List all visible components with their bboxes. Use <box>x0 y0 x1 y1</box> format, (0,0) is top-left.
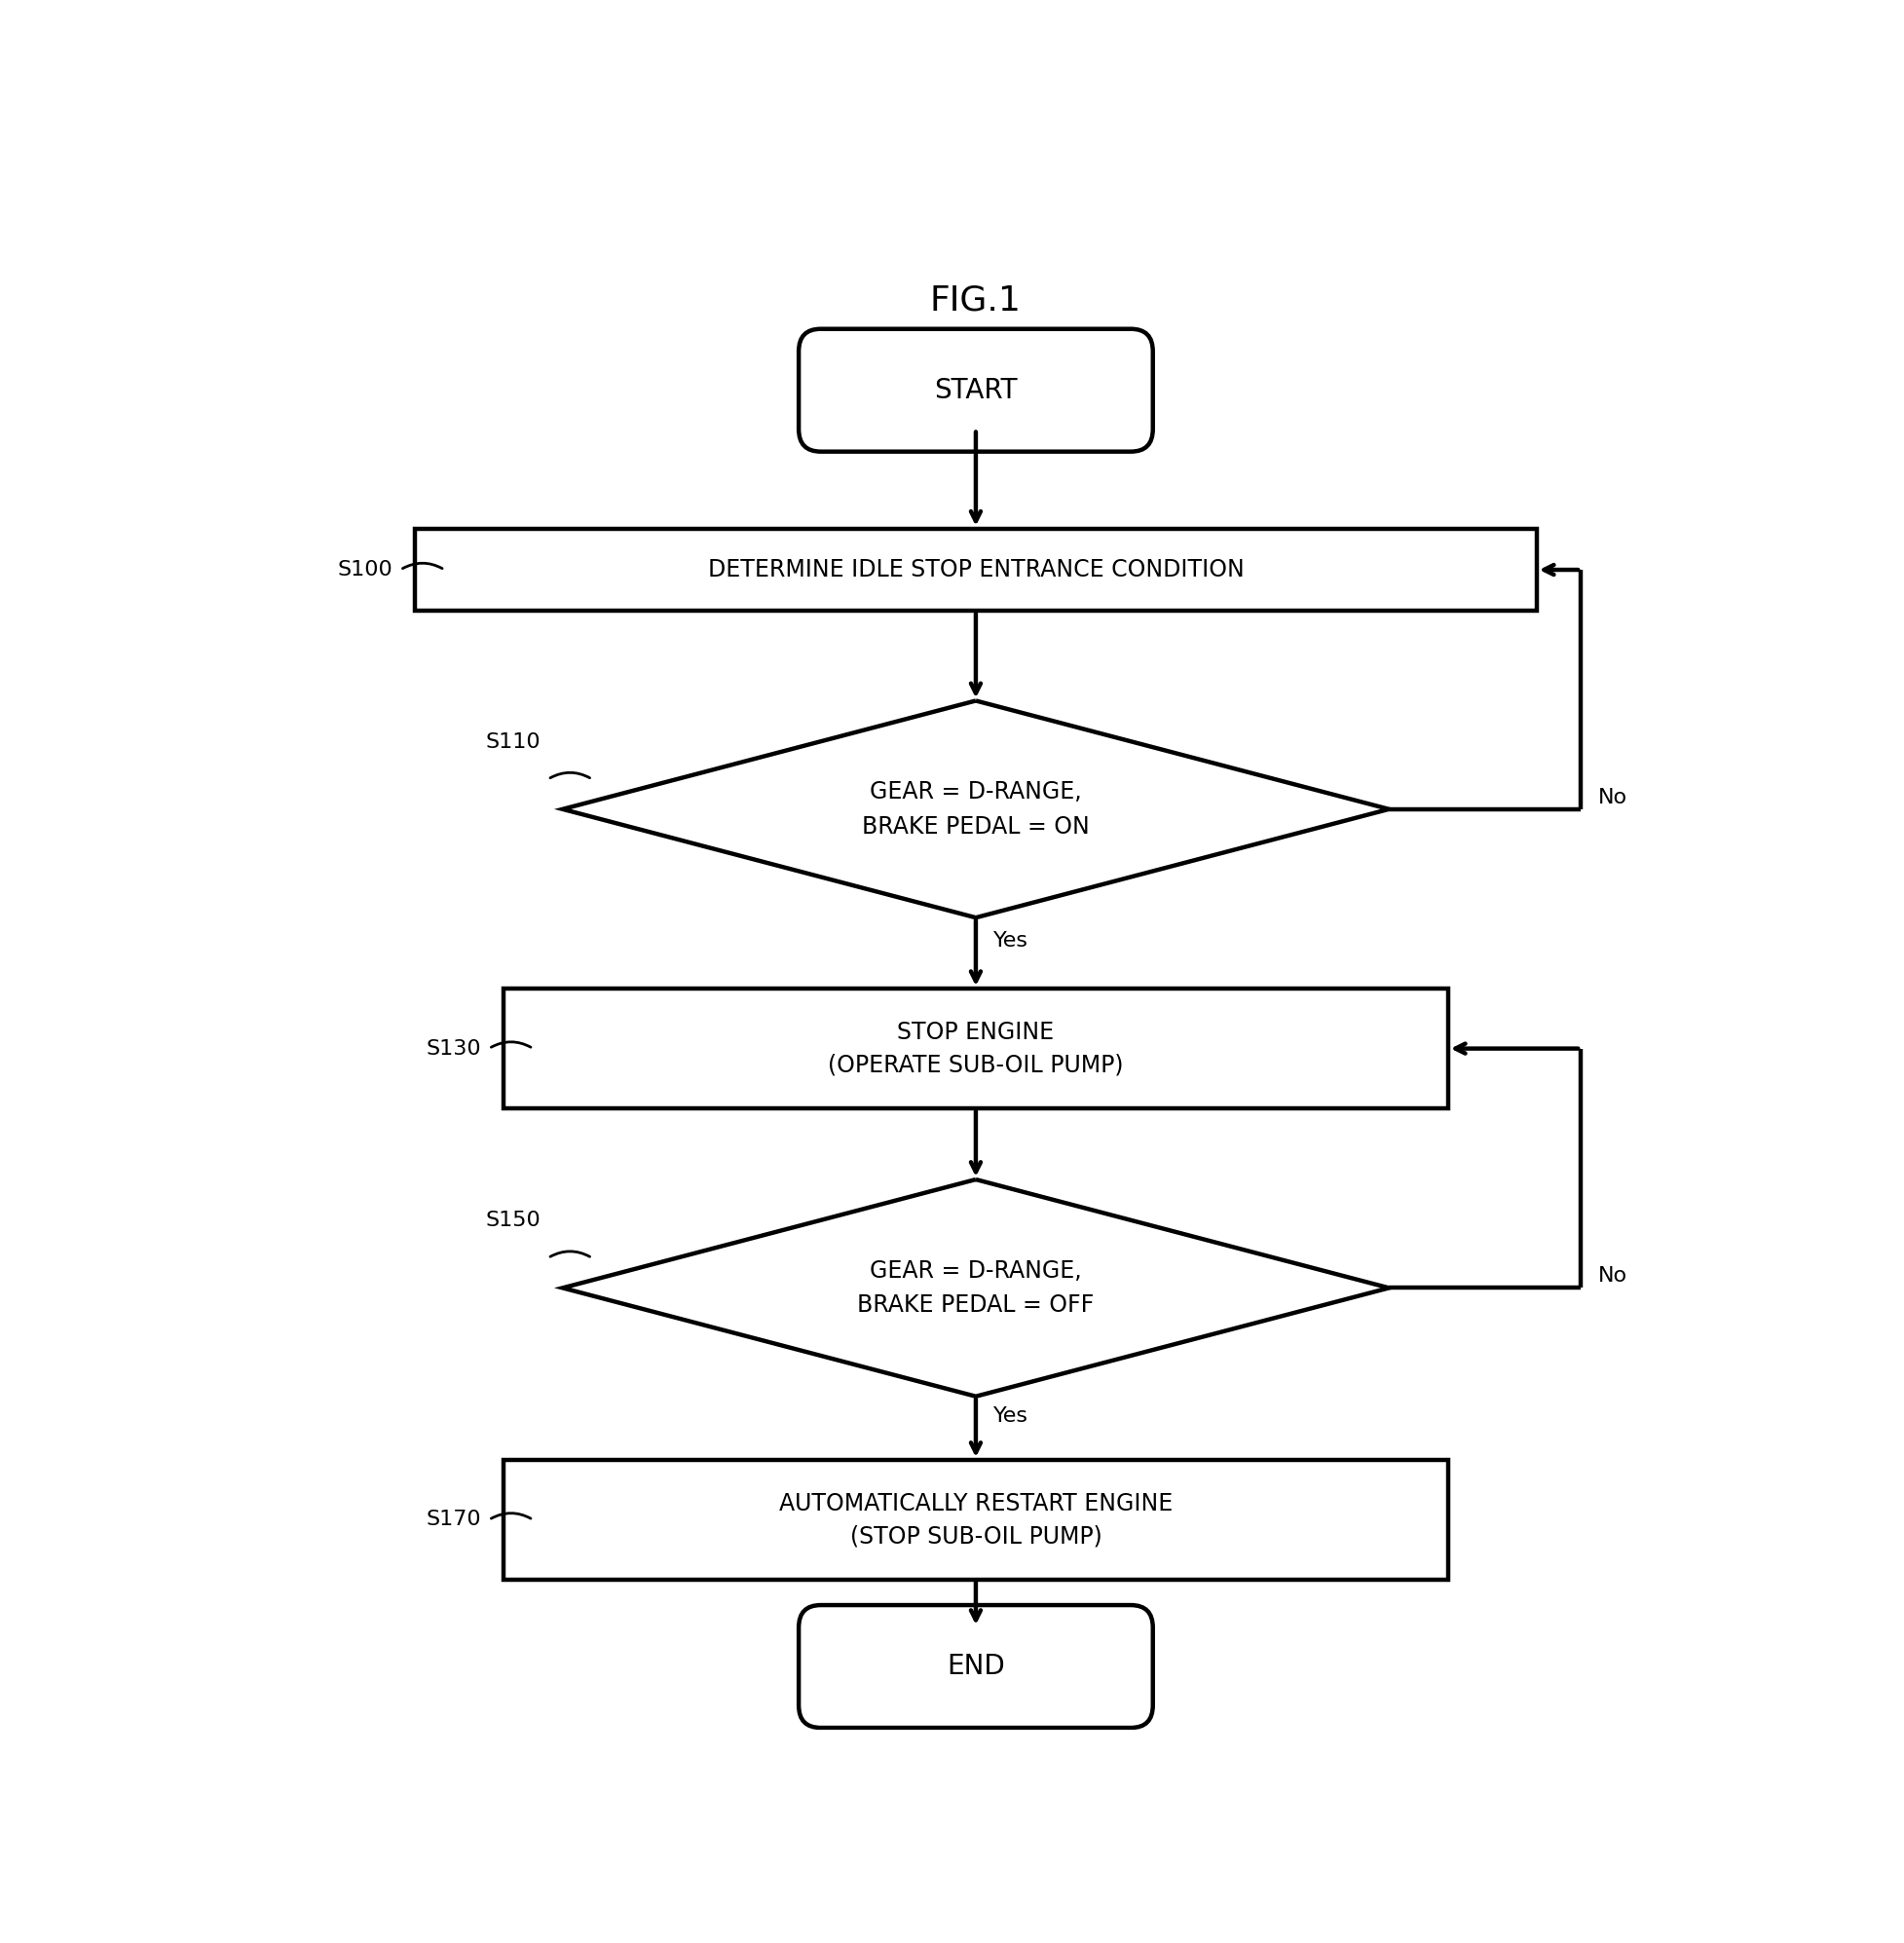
Text: No: No <box>1599 1267 1628 1286</box>
Bar <box>415 528 1537 610</box>
FancyBboxPatch shape <box>800 1605 1152 1727</box>
FancyBboxPatch shape <box>800 328 1152 451</box>
Text: FIG.1: FIG.1 <box>929 284 1022 317</box>
Text: GEAR = D-RANGE,
BRAKE PEDAL = OFF: GEAR = D-RANGE, BRAKE PEDAL = OFF <box>857 1259 1095 1317</box>
Text: S110: S110 <box>486 733 541 752</box>
Text: S170: S170 <box>426 1510 482 1529</box>
Text: STOP ENGINE
(OPERATE SUB-OIL PUMP): STOP ENGINE (OPERATE SUB-OIL PUMP) <box>828 1020 1123 1076</box>
Text: S150: S150 <box>486 1210 541 1230</box>
Text: S100: S100 <box>337 560 392 579</box>
Text: DETERMINE IDLE STOP ENTRANCE CONDITION: DETERMINE IDLE STOP ENTRANCE CONDITION <box>708 558 1243 581</box>
Text: Yes: Yes <box>994 1407 1028 1426</box>
Text: No: No <box>1599 787 1628 806</box>
Polygon shape <box>564 1179 1390 1397</box>
Polygon shape <box>564 701 1390 917</box>
Bar <box>503 989 1447 1108</box>
Text: AUTOMATICALLY RESTART ENGINE
(STOP SUB-OIL PUMP): AUTOMATICALLY RESTART ENGINE (STOP SUB-O… <box>779 1492 1173 1549</box>
Text: GEAR = D-RANGE,
BRAKE PEDAL = ON: GEAR = D-RANGE, BRAKE PEDAL = ON <box>863 781 1089 837</box>
Bar <box>503 1459 1447 1580</box>
Text: S130: S130 <box>426 1040 482 1059</box>
Text: Yes: Yes <box>994 931 1028 950</box>
Text: END: END <box>946 1653 1005 1681</box>
Text: START: START <box>935 377 1017 404</box>
